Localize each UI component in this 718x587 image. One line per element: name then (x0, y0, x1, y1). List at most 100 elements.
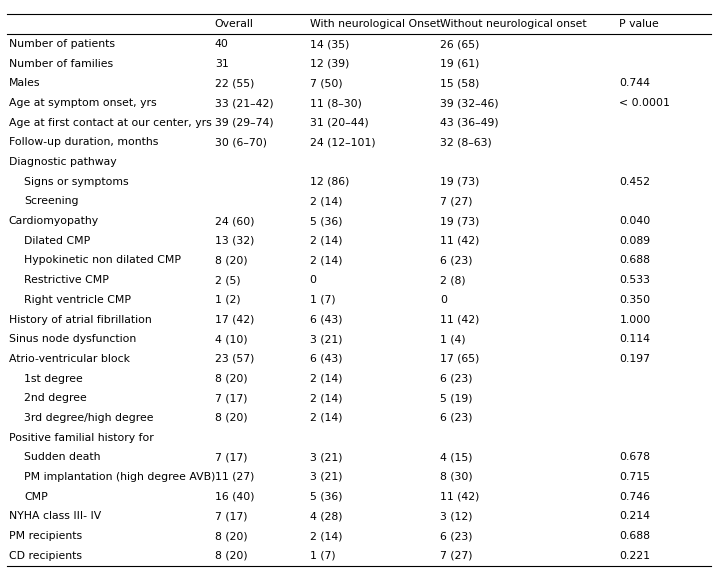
Text: 1 (2): 1 (2) (215, 295, 241, 305)
Text: 7 (50): 7 (50) (309, 79, 342, 89)
Text: Signs or symptoms: Signs or symptoms (24, 177, 129, 187)
Text: PM recipients: PM recipients (9, 531, 82, 541)
Text: 2 (14): 2 (14) (309, 373, 342, 383)
Text: 7 (27): 7 (27) (440, 197, 472, 207)
Text: 2nd degree: 2nd degree (24, 393, 87, 403)
Text: 2 (14): 2 (14) (309, 393, 342, 403)
Text: 0: 0 (309, 275, 317, 285)
Text: With neurological Onset: With neurological Onset (309, 19, 440, 29)
Text: Overall: Overall (215, 19, 253, 29)
Text: 7 (17): 7 (17) (215, 511, 247, 521)
Text: 0.221: 0.221 (620, 551, 651, 561)
Text: 0: 0 (440, 295, 447, 305)
Text: 23 (57): 23 (57) (215, 354, 254, 364)
Text: Right ventricle CMP: Right ventricle CMP (24, 295, 131, 305)
Text: 39 (32–46): 39 (32–46) (440, 98, 498, 108)
Text: Diagnostic pathway: Diagnostic pathway (9, 157, 116, 167)
Text: 22 (55): 22 (55) (215, 79, 254, 89)
Text: 12 (86): 12 (86) (309, 177, 349, 187)
Text: 1.000: 1.000 (620, 315, 651, 325)
Text: < 0.0001: < 0.0001 (620, 98, 670, 108)
Text: 0.197: 0.197 (620, 354, 651, 364)
Text: 39 (29–74): 39 (29–74) (215, 118, 274, 128)
Text: History of atrial fibrillation: History of atrial fibrillation (9, 315, 151, 325)
Text: 16 (40): 16 (40) (215, 492, 254, 502)
Text: 11 (42): 11 (42) (440, 236, 480, 246)
Text: 6 (23): 6 (23) (440, 413, 472, 423)
Text: Cardiomyopathy: Cardiomyopathy (9, 216, 98, 226)
Text: Age at symptom onset, yrs: Age at symptom onset, yrs (9, 98, 157, 108)
Text: 0.533: 0.533 (620, 275, 651, 285)
Text: Restrictive CMP: Restrictive CMP (24, 275, 109, 285)
Text: 8 (20): 8 (20) (215, 531, 248, 541)
Text: 19 (73): 19 (73) (440, 216, 480, 226)
Text: 17 (65): 17 (65) (440, 354, 480, 364)
Text: 0.744: 0.744 (620, 79, 651, 89)
Text: 1 (7): 1 (7) (309, 551, 335, 561)
Text: 0.746: 0.746 (620, 492, 651, 502)
Text: 0.715: 0.715 (620, 472, 651, 482)
Text: 30 (6–70): 30 (6–70) (215, 137, 267, 147)
Text: 12 (39): 12 (39) (309, 59, 349, 69)
Text: 15 (58): 15 (58) (440, 79, 480, 89)
Text: 3 (21): 3 (21) (309, 472, 342, 482)
Text: Sinus node dysfunction: Sinus node dysfunction (9, 334, 136, 344)
Text: 4 (10): 4 (10) (215, 334, 248, 344)
Text: 3 (12): 3 (12) (440, 511, 472, 521)
Text: Number of families: Number of families (9, 59, 113, 69)
Text: Males: Males (9, 79, 40, 89)
Text: 8 (20): 8 (20) (215, 551, 248, 561)
Text: Follow-up duration, months: Follow-up duration, months (9, 137, 158, 147)
Text: CMP: CMP (24, 492, 48, 502)
Text: 31 (20–44): 31 (20–44) (309, 118, 368, 128)
Text: CD recipients: CD recipients (9, 551, 82, 561)
Text: 2 (14): 2 (14) (309, 255, 342, 265)
Text: 4 (28): 4 (28) (309, 511, 342, 521)
Text: 5 (36): 5 (36) (309, 492, 342, 502)
Text: 32 (8–63): 32 (8–63) (440, 137, 492, 147)
Text: 11 (42): 11 (42) (440, 315, 480, 325)
Text: 1 (7): 1 (7) (309, 295, 335, 305)
Text: 0.114: 0.114 (620, 334, 651, 344)
Text: 0.688: 0.688 (620, 531, 651, 541)
Text: 31: 31 (215, 59, 228, 69)
Text: 0.452: 0.452 (620, 177, 651, 187)
Text: 3 (21): 3 (21) (309, 334, 342, 344)
Text: 8 (20): 8 (20) (215, 255, 248, 265)
Text: 2 (14): 2 (14) (309, 197, 342, 207)
Text: P value: P value (620, 19, 659, 29)
Text: 7 (27): 7 (27) (440, 551, 472, 561)
Text: 1 (4): 1 (4) (440, 334, 465, 344)
Text: 2 (14): 2 (14) (309, 413, 342, 423)
Text: 33 (21–42): 33 (21–42) (215, 98, 274, 108)
Text: 2 (14): 2 (14) (309, 236, 342, 246)
Text: 2 (5): 2 (5) (215, 275, 241, 285)
Text: 14 (35): 14 (35) (309, 39, 349, 49)
Text: Hypokinetic non dilated CMP: Hypokinetic non dilated CMP (24, 255, 181, 265)
Text: 2 (14): 2 (14) (309, 531, 342, 541)
Text: 0.688: 0.688 (620, 255, 651, 265)
Text: 0.350: 0.350 (620, 295, 651, 305)
Text: Screening: Screening (24, 197, 78, 207)
Text: 19 (61): 19 (61) (440, 59, 480, 69)
Text: 11 (42): 11 (42) (440, 492, 480, 502)
Text: 0.678: 0.678 (620, 453, 651, 463)
Text: Atrio-ventricular block: Atrio-ventricular block (9, 354, 129, 364)
Text: PM implantation (high degree AVB): PM implantation (high degree AVB) (24, 472, 215, 482)
Text: 4 (15): 4 (15) (440, 453, 472, 463)
Text: 13 (32): 13 (32) (215, 236, 254, 246)
Text: 3rd degree/high degree: 3rd degree/high degree (24, 413, 154, 423)
Text: 40: 40 (215, 39, 228, 49)
Text: 3 (21): 3 (21) (309, 453, 342, 463)
Text: 11 (27): 11 (27) (215, 472, 254, 482)
Text: 5 (36): 5 (36) (309, 216, 342, 226)
Text: 17 (42): 17 (42) (215, 315, 254, 325)
Text: 24 (60): 24 (60) (215, 216, 254, 226)
Text: 6 (23): 6 (23) (440, 255, 472, 265)
Text: Without neurological onset: Without neurological onset (440, 19, 587, 29)
Text: 0.089: 0.089 (620, 236, 651, 246)
Text: 6 (23): 6 (23) (440, 531, 472, 541)
Text: 19 (73): 19 (73) (440, 177, 480, 187)
Text: Dilated CMP: Dilated CMP (24, 236, 90, 246)
Text: 0.040: 0.040 (620, 216, 651, 226)
